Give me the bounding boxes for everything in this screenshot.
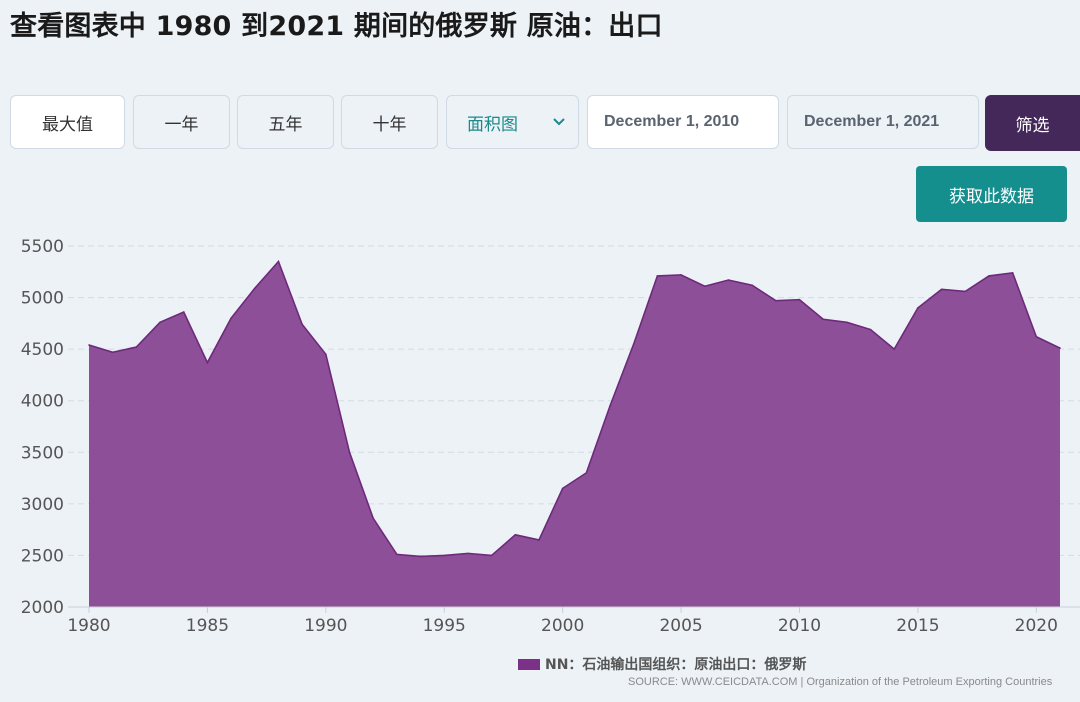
range-max-button[interactable]: 最大值	[10, 95, 125, 149]
data-point	[467, 552, 469, 555]
data-point	[561, 487, 564, 490]
chart-legend: NN：石油输出国组织：原油出口：俄罗斯	[518, 654, 806, 674]
chevron-down-icon	[553, 118, 565, 126]
data-point	[988, 275, 990, 277]
data-point	[798, 298, 801, 301]
data-point	[585, 472, 588, 474]
data-point	[846, 321, 848, 324]
range-5y-button[interactable]: 五年	[237, 95, 334, 149]
data-point	[443, 554, 446, 557]
chart-type-select[interactable]: 面积图	[446, 95, 579, 149]
data-point	[751, 284, 753, 286]
y-tick-label: 5500	[21, 237, 64, 257]
range-1y-button[interactable]: 一年	[133, 95, 230, 149]
chart-type-label: 面积图	[467, 114, 518, 135]
data-point	[869, 328, 872, 331]
end-date-input[interactable]: December 1, 2021	[787, 95, 979, 149]
source-note: SOURCE: WWW.CEICDATA.COM | Organization …	[628, 676, 1053, 688]
x-tick-label: 2020	[1015, 616, 1058, 636]
x-tick-label: 1995	[423, 616, 466, 636]
data-point	[775, 299, 777, 302]
data-point	[396, 553, 398, 556]
x-tick-label: 1980	[67, 616, 110, 636]
y-tick-label: 4500	[21, 340, 64, 360]
get-data-button[interactable]: 获取此数据	[916, 166, 1067, 222]
data-point	[182, 311, 185, 313]
data-point	[325, 353, 327, 356]
data-point	[822, 318, 824, 321]
data-point	[538, 539, 540, 541]
x-tick-label: 2005	[659, 616, 702, 636]
data-point	[727, 279, 730, 281]
x-tick-label: 1990	[304, 616, 347, 636]
data-point	[159, 321, 161, 324]
area-chart: 2000 2500 3000 3500 4000 4500 5000 5500 1980 1985…	[21, 237, 1080, 636]
data-point	[1011, 272, 1014, 274]
data-point	[703, 285, 706, 288]
data-point	[964, 290, 967, 293]
y-tick-label: 2500	[21, 546, 64, 566]
data-point	[135, 346, 138, 348]
data-point	[301, 323, 303, 326]
data-point	[230, 317, 232, 319]
legend-swatch	[518, 658, 540, 670]
data-point	[490, 554, 493, 557]
data-point	[893, 348, 896, 350]
data-point	[514, 534, 517, 536]
start-date-input[interactable]: December 1, 2010	[587, 95, 779, 149]
x-tick-label: 2015	[896, 616, 939, 636]
data-point	[253, 287, 256, 290]
page-title: 查看图表中 1980 到2021 期间的俄罗斯 原油：出口	[10, 11, 663, 42]
data-point	[277, 260, 280, 263]
data-point	[656, 275, 659, 277]
x-tick-label: 2010	[778, 616, 821, 636]
data-point	[1035, 335, 1038, 338]
x-tick-label: 1985	[186, 616, 229, 636]
data-point	[1059, 347, 1061, 349]
data-point	[632, 343, 635, 345]
data-point	[348, 451, 351, 454]
y-tick-label: 3500	[21, 443, 64, 463]
y-tick-label: 2000	[21, 598, 64, 618]
x-tick-label: 2000	[541, 616, 584, 636]
data-point	[917, 307, 919, 309]
data-point	[206, 361, 209, 364]
filter-button[interactable]: 筛选	[985, 95, 1080, 151]
series-line	[88, 259, 1061, 558]
y-tick-label: 3000	[21, 495, 64, 515]
data-point	[372, 517, 374, 520]
legend-label: NN：石油输出国组织：原油出口：俄罗斯	[545, 657, 807, 673]
data-point	[609, 405, 611, 407]
y-tick-label: 5000	[21, 289, 64, 309]
data-point	[88, 344, 90, 346]
y-tick-label: 4000	[21, 392, 64, 412]
data-point	[680, 274, 682, 276]
data-point	[940, 288, 943, 291]
data-point	[111, 351, 114, 354]
data-point	[419, 555, 422, 558]
area-series	[89, 261, 1060, 607]
range-10y-button[interactable]: 十年	[341, 95, 438, 149]
